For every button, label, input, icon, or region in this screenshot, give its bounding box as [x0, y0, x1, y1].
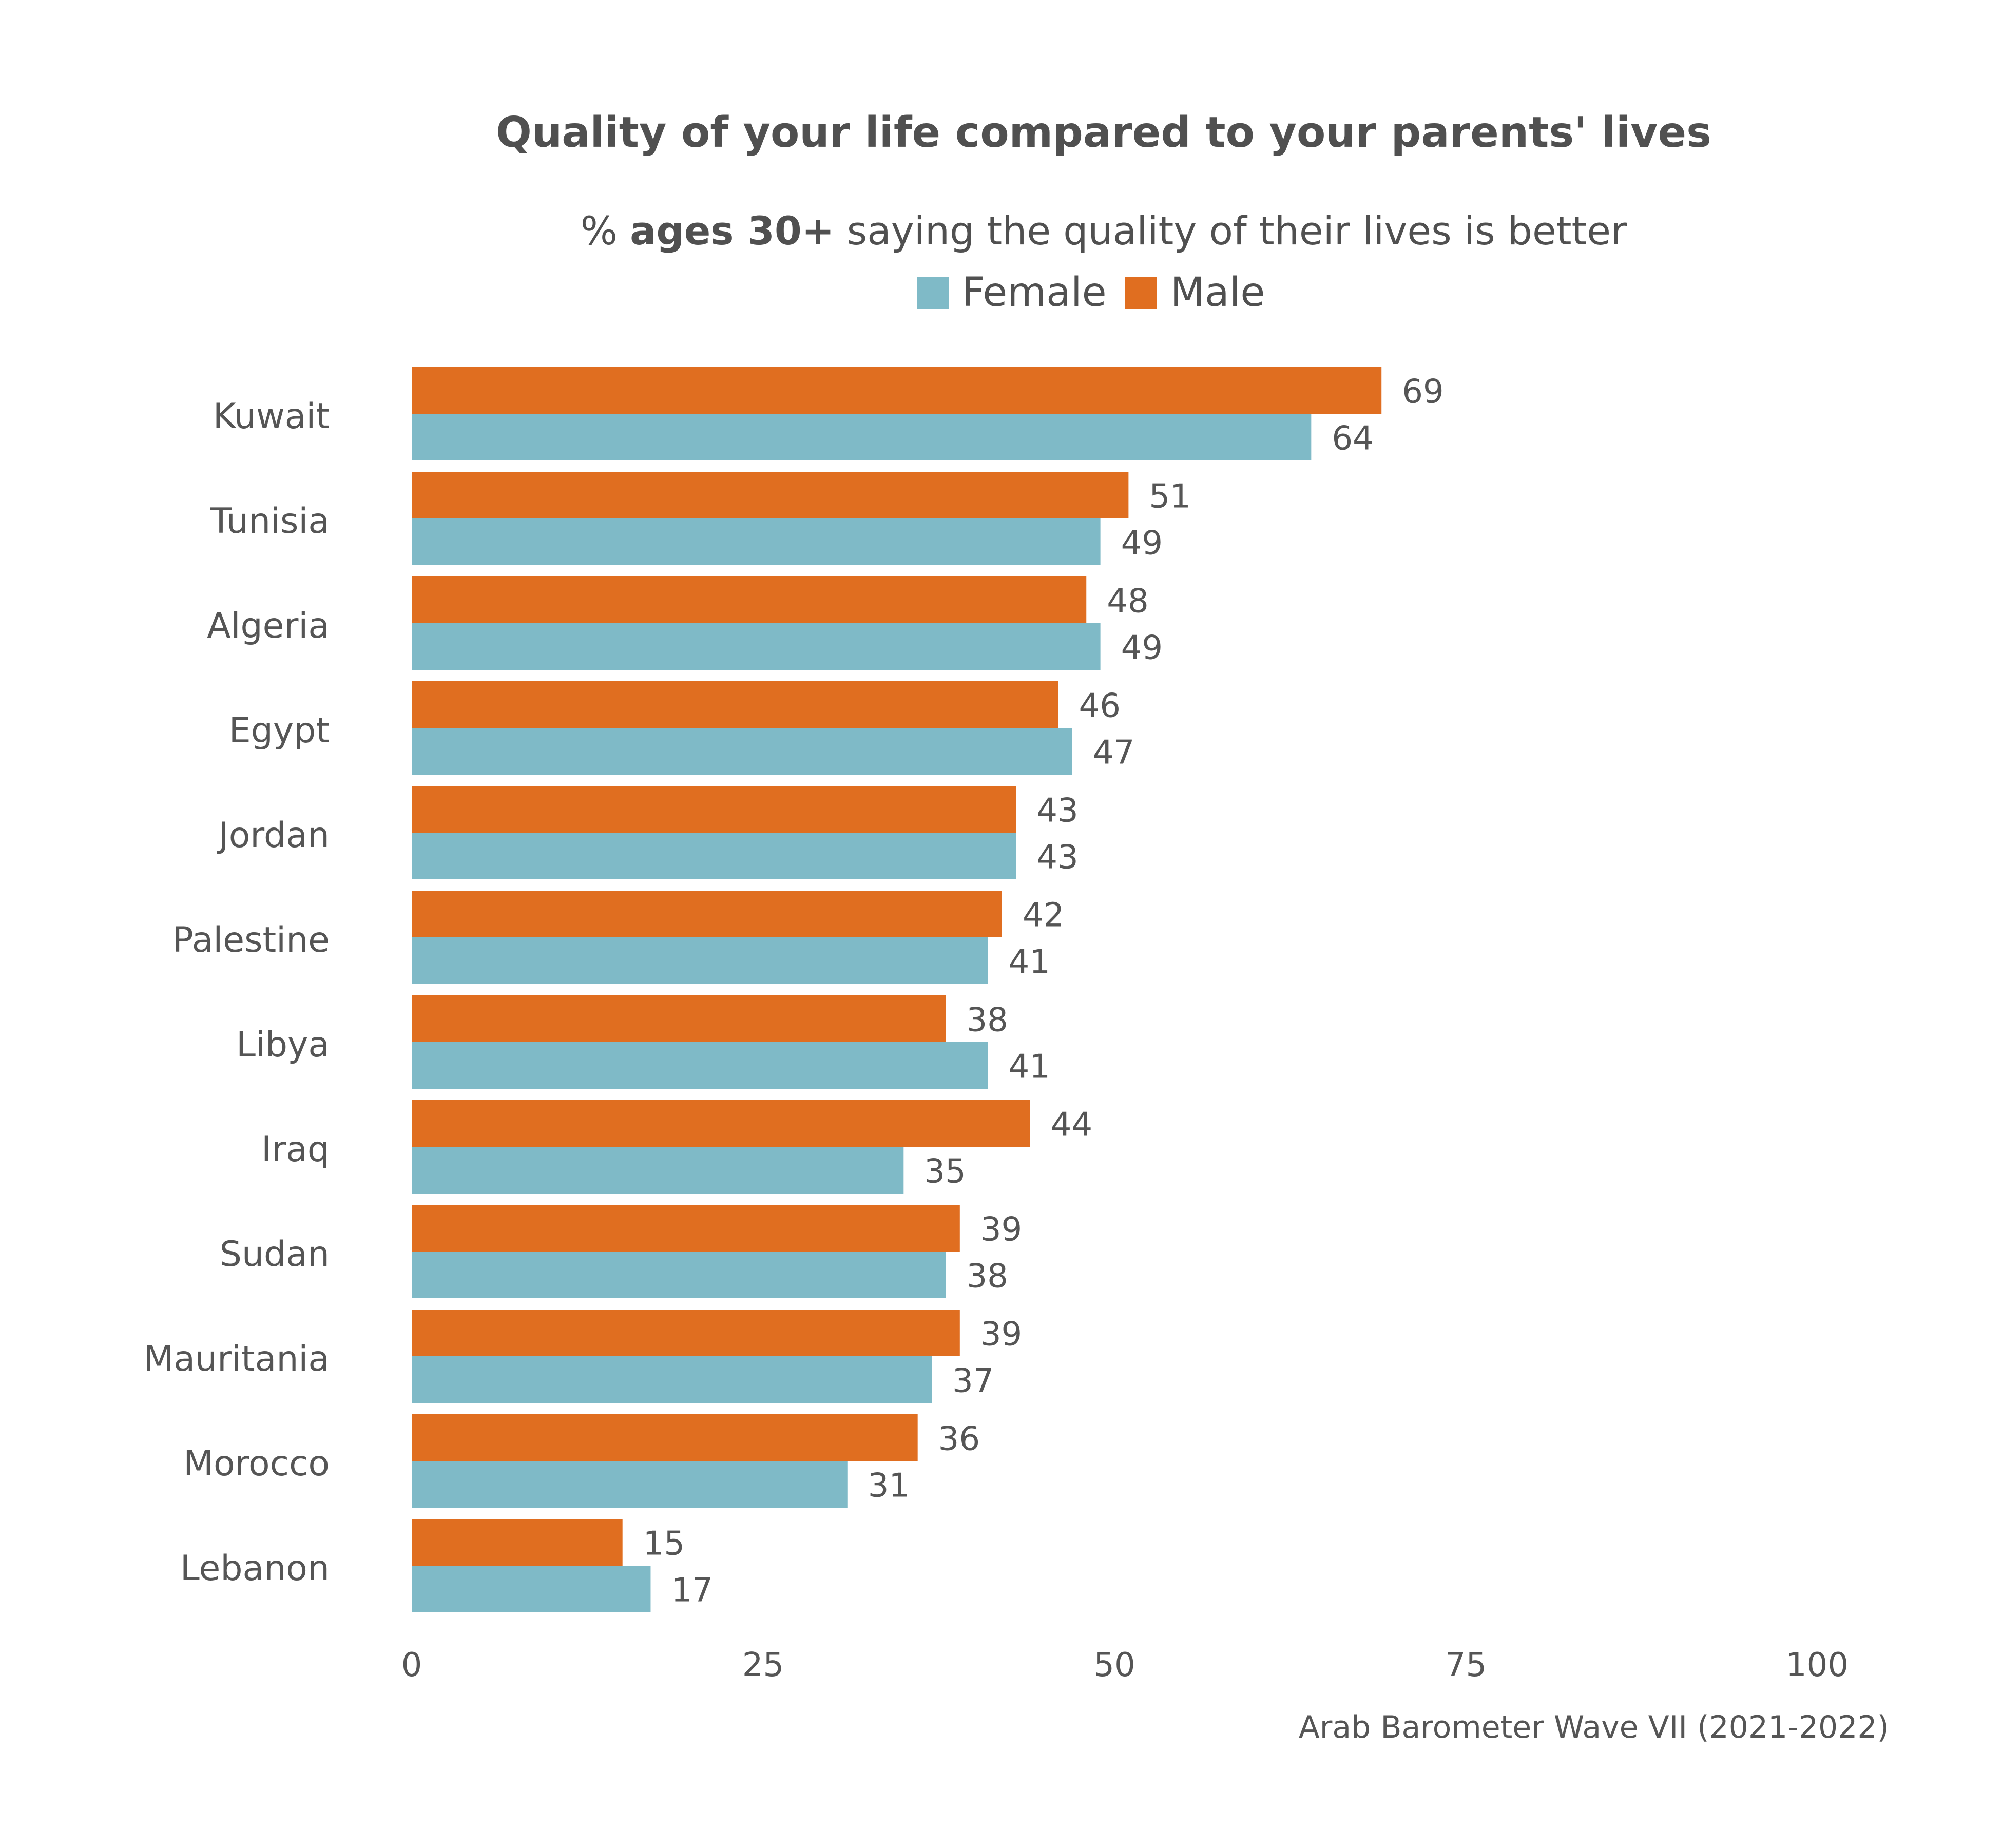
data-label-female-mauritania: 37 [952, 1362, 994, 1400]
legend: Female Male [0, 270, 2002, 316]
data-label-male-lebanon: 15 [643, 1525, 685, 1563]
legend-label-male: Male [1170, 270, 1265, 316]
legend-item-male: Male [1125, 270, 1265, 316]
data-label-female-algeria: 49 [1121, 629, 1163, 667]
category-label-iraq: Iraq [261, 1129, 330, 1170]
bar-male-morocco [412, 1414, 918, 1461]
category-label-kuwait: Kuwait [213, 396, 330, 437]
category-label-lebanon: Lebanon [180, 1548, 330, 1589]
bar-male-libya [412, 995, 946, 1042]
chart-title: Quality of your life compared to your pa… [496, 108, 1711, 157]
data-label-male-iraq: 44 [1051, 1106, 1092, 1144]
bar-male-egypt [412, 681, 1058, 728]
subtitle-suffix: saying the quality of their lives is bet… [834, 208, 1627, 254]
x-tick-label: 0 [401, 1646, 422, 1684]
data-label-female-sudan: 38 [966, 1258, 1008, 1296]
bar-female-egypt [412, 728, 1072, 775]
bar-male-algeria [412, 576, 1087, 623]
bar-female-lebanon [412, 1566, 651, 1612]
bar-male-sudan [412, 1205, 960, 1252]
bar-female-libya [412, 1042, 988, 1089]
data-label-female-morocco: 31 [868, 1467, 910, 1505]
bar-male-kuwait [412, 367, 1382, 414]
category-label-algeria: Algeria [207, 606, 330, 646]
bar-female-jordan [412, 833, 1016, 879]
data-label-female-tunisia: 49 [1121, 525, 1163, 563]
bar-female-palestine [412, 937, 988, 984]
bar-female-sudan [412, 1252, 946, 1298]
data-label-male-mauritania: 39 [980, 1316, 1022, 1354]
bar-male-mauritania [412, 1310, 960, 1356]
data-label-male-palestine: 42 [1023, 897, 1064, 935]
legend-swatch-female [916, 277, 949, 309]
category-label-morocco: Morocco [183, 1443, 330, 1484]
source-note: Arab Barometer Wave VII (2021-2022) [1298, 1709, 1889, 1745]
category-label-mauritania: Mauritania [144, 1339, 330, 1379]
data-label-male-jordan: 43 [1036, 792, 1078, 830]
data-label-female-egypt: 47 [1093, 734, 1134, 772]
category-label-tunisia: Tunisia [210, 501, 330, 542]
data-label-female-iraq: 35 [924, 1153, 966, 1191]
x-tick-label: 100 [1786, 1646, 1849, 1684]
data-label-female-jordan: 43 [1036, 839, 1078, 877]
subtitle-bold: ages 30+ [630, 208, 835, 254]
legend-item-female: Female [916, 270, 1107, 316]
x-tick-label: 25 [742, 1646, 784, 1684]
bar-female-morocco [412, 1461, 848, 1508]
category-label-egypt: Egypt [229, 710, 330, 751]
data-label-male-egypt: 46 [1079, 687, 1120, 725]
bar-male-palestine [412, 891, 1002, 937]
data-label-male-tunisia: 51 [1149, 478, 1190, 516]
bar-male-lebanon [412, 1519, 623, 1566]
bar-female-algeria [412, 623, 1101, 670]
category-label-libya: Libya [236, 1025, 330, 1065]
bar-male-jordan [412, 786, 1016, 833]
data-label-male-kuwait: 69 [1402, 373, 1443, 411]
data-label-male-morocco: 36 [938, 1420, 980, 1458]
data-label-female-lebanon: 17 [671, 1572, 713, 1610]
data-label-male-algeria: 48 [1107, 583, 1148, 621]
data-label-male-libya: 38 [966, 1002, 1008, 1040]
bar-female-tunisia [412, 518, 1101, 565]
category-label-jordan: Jordan [217, 815, 330, 856]
bar-female-kuwait [412, 414, 1312, 460]
bar-female-iraq [412, 1147, 904, 1194]
legend-label-female: Female [961, 270, 1107, 316]
x-tick-label: 50 [1093, 1646, 1135, 1684]
data-label-female-kuwait: 64 [1332, 420, 1373, 458]
x-tick-label: 75 [1445, 1646, 1487, 1684]
data-label-female-libya: 41 [1009, 1048, 1050, 1086]
bar-female-mauritania [412, 1356, 932, 1403]
bar-male-tunisia [412, 472, 1129, 518]
chart-subtitle: % ages 30+ saying the quality of their l… [436, 208, 1771, 254]
bar-male-iraq [412, 1100, 1030, 1147]
data-label-female-palestine: 41 [1009, 944, 1050, 981]
category-label-sudan: Sudan [220, 1234, 330, 1275]
subtitle-prefix: % [580, 208, 630, 254]
data-label-male-sudan: 39 [980, 1211, 1022, 1249]
category-label-palestine: Palestine [172, 920, 330, 960]
legend-swatch-male [1125, 277, 1157, 309]
